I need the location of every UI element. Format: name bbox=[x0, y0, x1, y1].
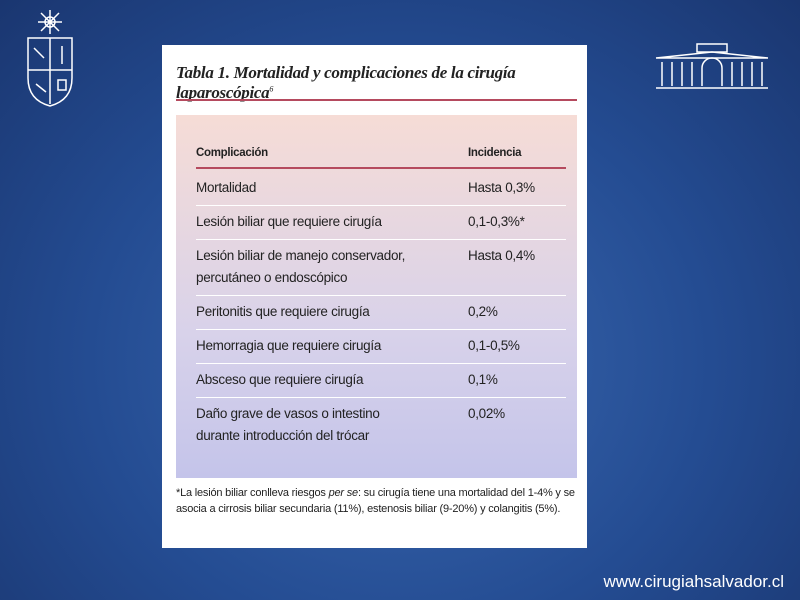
building-logo bbox=[655, 43, 769, 89]
footnote: *La lesión biliar conlleva riesgos per s… bbox=[176, 485, 576, 517]
cell-line: Mortalidad bbox=[196, 180, 257, 195]
footnote-part: *La lesión biliar conlleva riesgos bbox=[176, 487, 329, 499]
row-separator bbox=[196, 363, 566, 364]
crest-logo bbox=[27, 10, 73, 107]
incidence-cell: 0,1% bbox=[468, 372, 498, 387]
title-sup: 6 bbox=[269, 84, 274, 94]
header-cell: Complicación bbox=[196, 147, 268, 159]
cell-line: Absceso que requiere cirugía bbox=[196, 372, 364, 387]
row-separator bbox=[196, 295, 566, 296]
incidence-cell: 0,1-0,5% bbox=[468, 338, 520, 353]
row-separator bbox=[196, 329, 566, 330]
title-text: Tabla 1. Mortalidad y complicaciones de … bbox=[176, 63, 516, 102]
header-cell: Incidencia bbox=[468, 147, 522, 159]
cell-line: Hemorragia que requiere cirugía bbox=[196, 338, 382, 353]
incidence-cell: 0,02% bbox=[468, 406, 505, 421]
complication-cell: Daño grave de vasos o intestino durante i… bbox=[196, 403, 380, 447]
cell-line: percutáneo o endoscópico bbox=[196, 270, 348, 285]
complication-cell: Lesión biliar que requiere cirugía bbox=[196, 211, 382, 233]
table-title: Tabla 1. Mortalidad y complicaciones de … bbox=[176, 63, 587, 103]
complication-cell: Hemorragia que requiere cirugía bbox=[196, 335, 381, 357]
row-separator bbox=[196, 397, 566, 398]
incidence-cell: Hasta 0,4% bbox=[468, 248, 535, 263]
complication-cell: Peritonitis que requiere cirugía bbox=[196, 301, 370, 323]
cell-line: durante introducción del trócar bbox=[196, 428, 370, 443]
row-separator bbox=[196, 239, 566, 240]
table-box: Complicación Incidencia Mortalidad Hasta 0,… bbox=[176, 115, 577, 478]
title-rule bbox=[176, 99, 577, 101]
table-card: Tabla 1. Mortalidad y complicaciones de … bbox=[162, 45, 587, 548]
cell-line: Lesión biliar de manejo conservador, bbox=[196, 248, 406, 263]
complication-cell: Absceso que requiere cirugía bbox=[196, 369, 364, 391]
row-separator bbox=[196, 205, 566, 206]
incidence-cell: 0,2% bbox=[468, 304, 498, 319]
complication-cell: Mortalidad bbox=[196, 177, 256, 199]
cell-line: Lesión biliar que requiere cirugía bbox=[196, 214, 382, 229]
incidence-cell: 0,1-0,3%* bbox=[468, 214, 525, 229]
cell-line: Daño grave de vasos o intestino bbox=[196, 406, 380, 421]
complication-cell: Lesión biliar de manejo conservador, perc… bbox=[196, 245, 405, 289]
footnote-part: : su cirugía tiene una mortalidad del 1-… bbox=[176, 487, 575, 515]
cell-line: Peritonitis que requiere cirugía bbox=[196, 304, 370, 319]
incidence-cell: Hasta 0,3% bbox=[468, 180, 535, 195]
website-url: www.cirugiahsalvador.cl bbox=[603, 572, 784, 591]
footnote-part: per se bbox=[328, 487, 359, 499]
header-rule bbox=[196, 167, 566, 169]
